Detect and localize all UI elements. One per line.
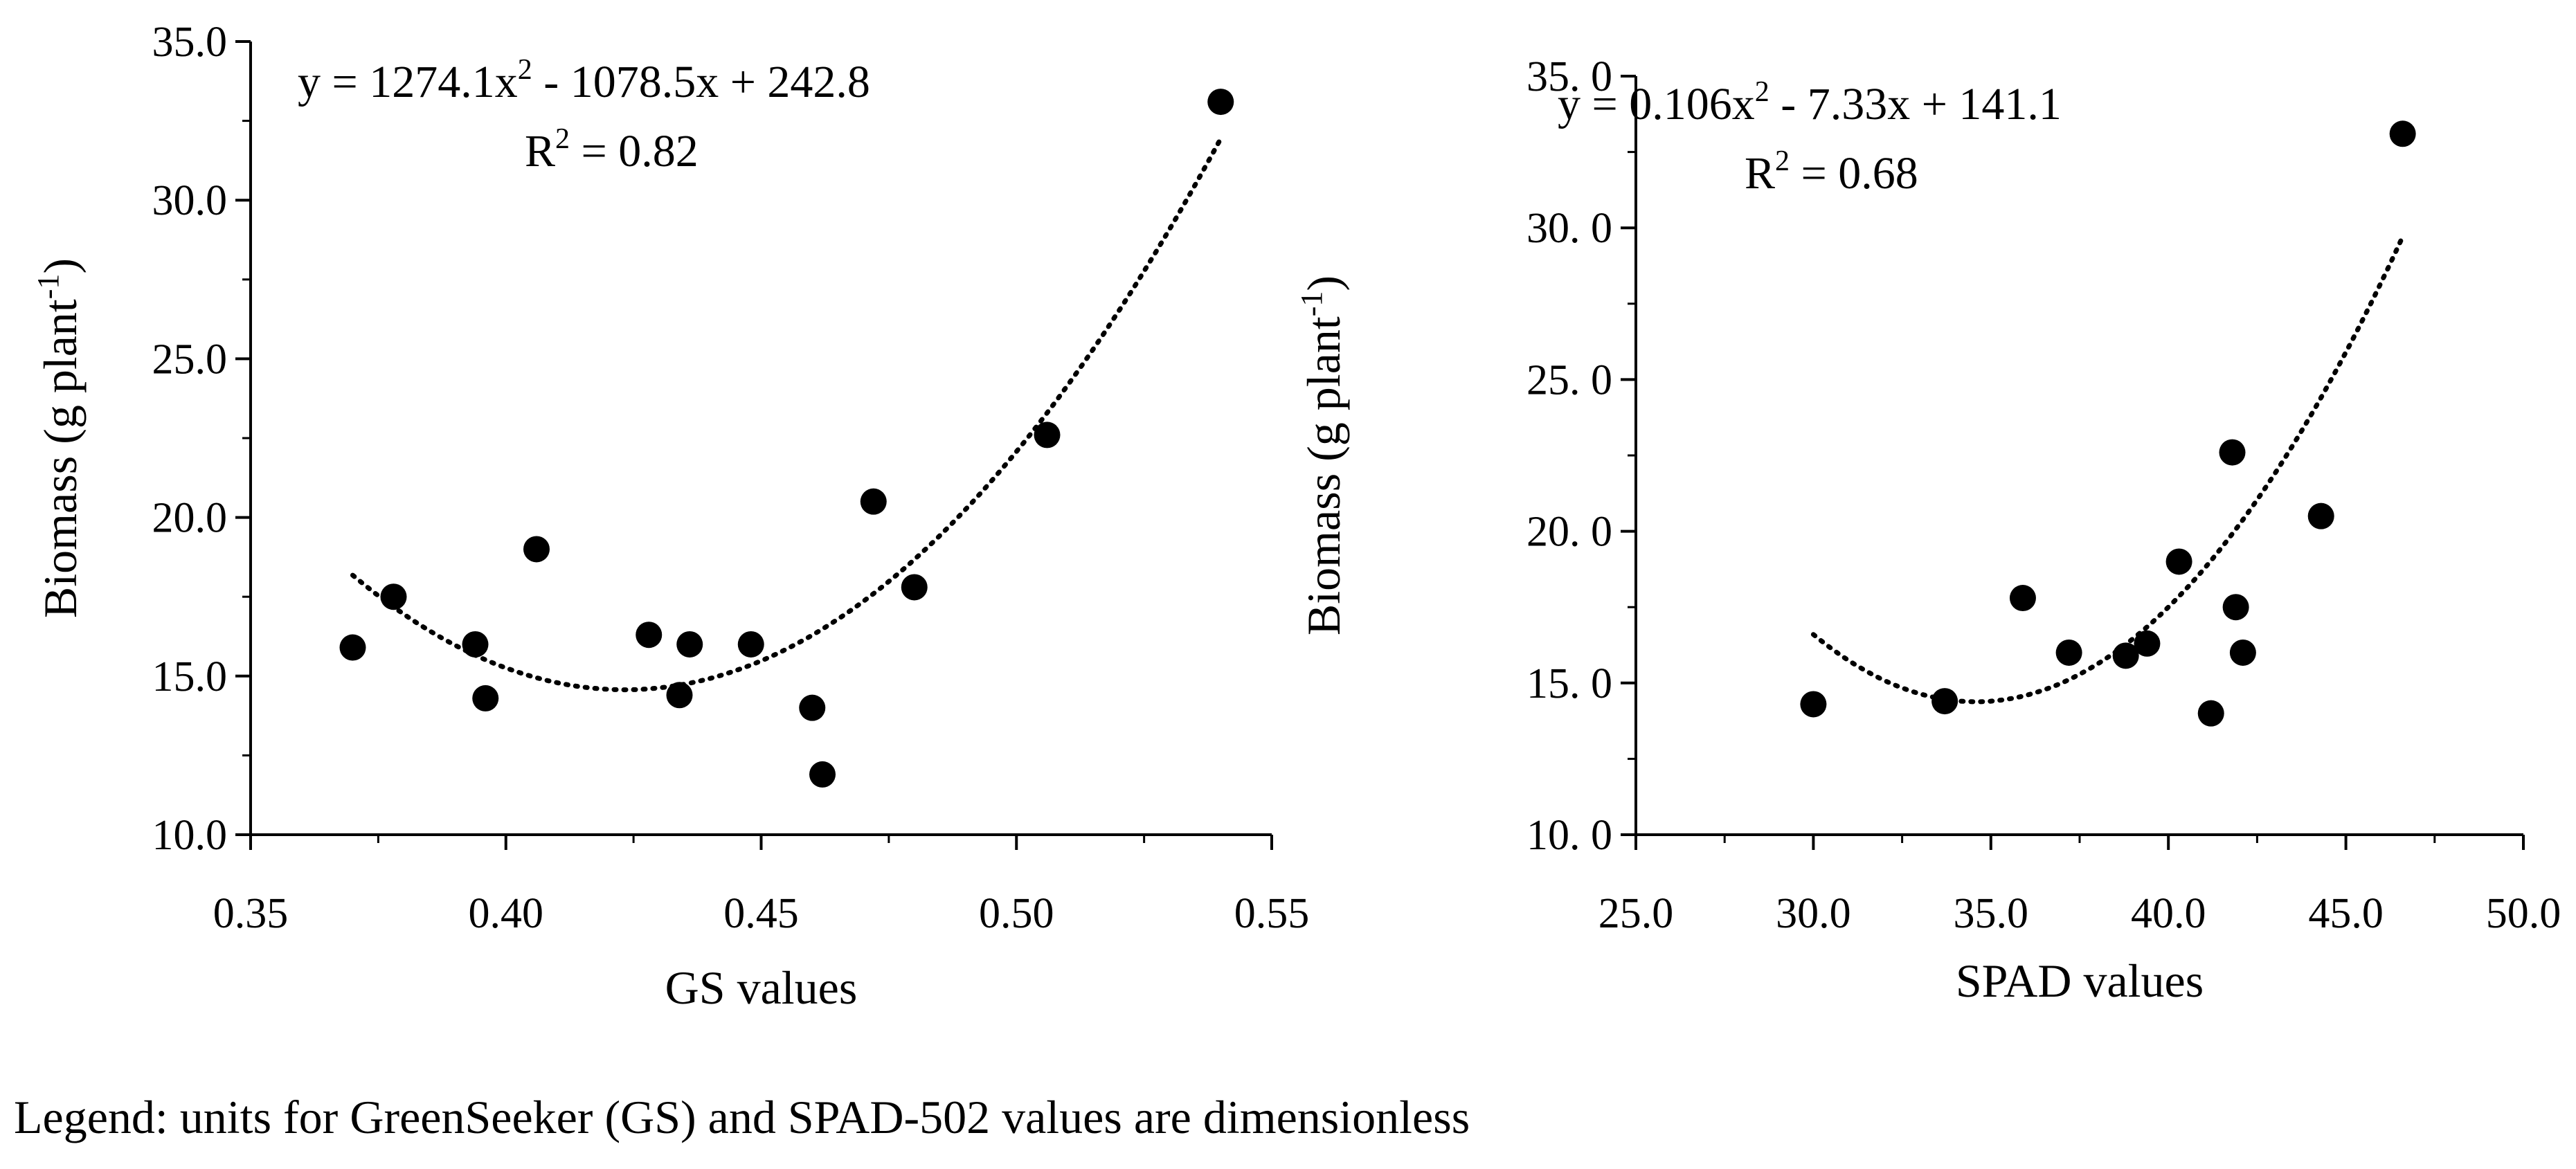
y-tick-label: 10. 0 bbox=[1526, 812, 1612, 859]
equation-part: y = 0.106x bbox=[1558, 79, 1755, 129]
y-axis-title: Biomass (g plant-1) bbox=[1295, 275, 1350, 635]
x-tick-label: 30.0 bbox=[1776, 890, 1851, 937]
y-tick-label: 20. 0 bbox=[1526, 509, 1612, 556]
trendline-curve bbox=[1810, 234, 2406, 705]
data-point bbox=[2197, 700, 2224, 727]
x-tick-label: 40.0 bbox=[2131, 890, 2206, 937]
data-point bbox=[380, 583, 407, 610]
x-axis-title: GS values bbox=[665, 961, 858, 1014]
data-point bbox=[809, 761, 836, 788]
equation-part: - 1078.5x + 242.8 bbox=[532, 57, 870, 107]
equation-exponent: 2 bbox=[518, 54, 532, 86]
trendline-equation: y = 0.106x2 - 7.33x + 141.1 bbox=[1558, 76, 2062, 129]
data-point bbox=[901, 574, 928, 601]
x-tick-label: 25.0 bbox=[1598, 890, 1674, 937]
data-point bbox=[1034, 422, 1061, 448]
r2-part: = 0.68 bbox=[1790, 148, 1918, 199]
data-point bbox=[1931, 688, 1958, 715]
trendline-equation: y = 1274.1x2 - 1078.5x + 242.8 bbox=[298, 54, 870, 107]
x-tick-label: 0.35 bbox=[213, 890, 289, 937]
data-point bbox=[2134, 630, 2161, 657]
legend-note: Legend: units for GreenSeeker (GS) and S… bbox=[14, 1091, 1470, 1143]
chart-spad-biomass: 10. 0 15. 0 20. 0 25. 0 30. 0 35. 0 25.0 30.0 35… bbox=[1295, 53, 2561, 1007]
y-tick-label: 30. 0 bbox=[1526, 205, 1612, 252]
equation-part: - 7.33x + 141.1 bbox=[1769, 79, 2062, 129]
data-point bbox=[472, 685, 499, 712]
data-point bbox=[860, 488, 887, 515]
x-tick-label: 35.0 bbox=[1954, 890, 2029, 937]
r2-exponent: 2 bbox=[555, 123, 570, 155]
data-point bbox=[2229, 639, 2256, 666]
data-point bbox=[2307, 502, 2334, 529]
y-tick-label: 35.0 bbox=[152, 19, 228, 66]
y-title-superscript: -1 bbox=[31, 274, 65, 300]
x-tick-label: 50.0 bbox=[2486, 890, 2561, 937]
y-tick-label: 35. 0 bbox=[1526, 53, 1612, 100]
y-title-superscript: -1 bbox=[1295, 291, 1328, 317]
x-axis-title: SPAD values bbox=[1956, 954, 2204, 1007]
data-point bbox=[2009, 585, 2036, 612]
data-point bbox=[636, 622, 663, 649]
y-title-close: ) bbox=[1297, 275, 1350, 291]
r2-part: R bbox=[525, 126, 555, 176]
data-point bbox=[2389, 120, 2416, 147]
r-squared: R2 = 0.82 bbox=[525, 123, 699, 176]
data-point bbox=[737, 631, 764, 658]
r2-part: R bbox=[1745, 148, 1775, 199]
data-point bbox=[339, 634, 366, 661]
y-title-text: Biomass (g plant bbox=[34, 299, 87, 618]
data-point bbox=[799, 694, 826, 721]
data-point bbox=[1800, 691, 1827, 718]
data-point bbox=[462, 631, 489, 658]
data-point bbox=[523, 536, 550, 563]
y-tick-label: 15.0 bbox=[152, 653, 228, 700]
trendline-curve bbox=[350, 136, 1223, 693]
y-tick-label: 30.0 bbox=[152, 177, 228, 224]
data-point bbox=[2219, 439, 2246, 466]
data-point bbox=[666, 682, 693, 709]
x-tick-label: 0.40 bbox=[469, 890, 544, 937]
x-tick-label: 45.0 bbox=[2308, 890, 2384, 937]
data-point bbox=[676, 631, 703, 658]
y-tick-label: 25.0 bbox=[152, 336, 228, 383]
r2-part: = 0.82 bbox=[570, 126, 699, 176]
y-title-close: ) bbox=[34, 258, 87, 274]
y-tick-label: 10.0 bbox=[152, 812, 228, 859]
y-axis-title: Biomass (g plant-1) bbox=[31, 258, 87, 618]
data-point bbox=[2112, 642, 2139, 669]
data-point bbox=[2055, 639, 2082, 666]
r2-exponent: 2 bbox=[1775, 145, 1790, 177]
chart-gs-biomass: 10.0 15.0 20.0 25.0 30.0 35.0 0.35 0.40 0.45 0.50… bbox=[31, 19, 1309, 1014]
equation-exponent: 2 bbox=[1755, 76, 1769, 108]
equation-part: y = 1274.1x bbox=[298, 57, 518, 107]
data-point bbox=[1207, 89, 1234, 116]
data-point bbox=[2165, 548, 2192, 575]
x-tick-label: 0.45 bbox=[723, 890, 799, 937]
y-tick-label: 15. 0 bbox=[1526, 660, 1612, 707]
x-tick-label: 0.55 bbox=[1234, 890, 1310, 937]
x-tick-label: 0.50 bbox=[979, 890, 1054, 937]
y-tick-label: 25. 0 bbox=[1526, 356, 1612, 404]
r-squared: R2 = 0.68 bbox=[1745, 145, 1918, 199]
y-tick-label: 20.0 bbox=[152, 495, 228, 542]
data-point bbox=[2222, 594, 2249, 621]
y-title-text: Biomass (g plant bbox=[1297, 316, 1350, 635]
